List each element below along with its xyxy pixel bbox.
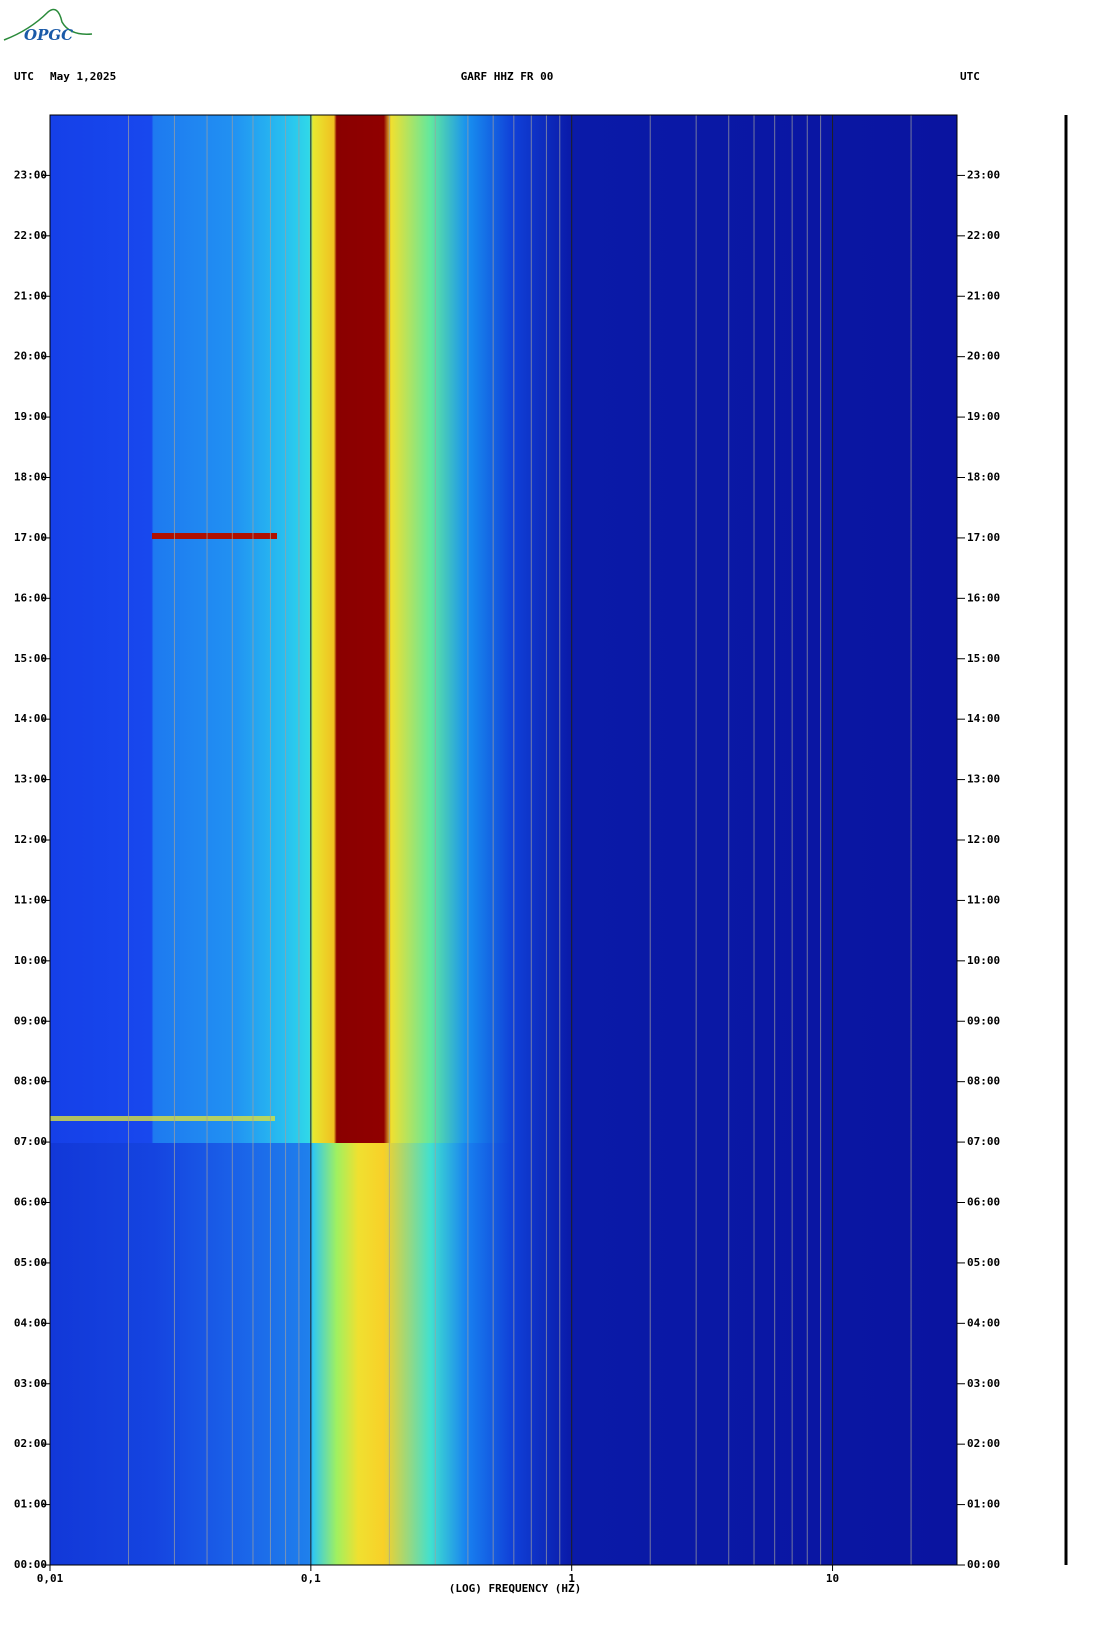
y-tick-label: 09:00 (14, 1014, 47, 1027)
y-tick-label: 23:00 (967, 168, 1000, 181)
logo-swoosh (3, 8, 93, 41)
y-tick-label: 23:00 (14, 168, 47, 181)
y-tick-label: 14:00 (967, 712, 1000, 725)
x-tick-label: 1 (568, 1572, 575, 1585)
y-tick-label: 15:00 (14, 652, 47, 665)
y-tick-label: 11:00 (14, 893, 47, 906)
plot-area (50, 115, 957, 1565)
y-tick-label: 05:00 (14, 1256, 47, 1269)
y-tick-label: 03:00 (14, 1377, 47, 1390)
y-tick-label: 21:00 (14, 289, 47, 302)
logo: OPGC (24, 26, 73, 44)
y-tick-label: 01:00 (14, 1498, 47, 1511)
y-tick-label: 02:00 (967, 1437, 1000, 1450)
y-tick-label: 18:00 (14, 471, 47, 484)
y-tick-label: 19:00 (14, 410, 47, 423)
y-tick-label: 20:00 (14, 350, 47, 363)
event-streak (152, 533, 277, 539)
y-tick-label: 11:00 (967, 893, 1000, 906)
y-tick-label: 13:00 (14, 773, 47, 786)
y-tick-label: 18:00 (967, 471, 1000, 484)
y-tick-label: 07:00 (14, 1135, 47, 1148)
y-tick-label: 10:00 (967, 954, 1000, 967)
spectrogram-upper (50, 115, 957, 1143)
event-streak (50, 1116, 275, 1121)
y-tick-label: 16:00 (14, 591, 47, 604)
y-tick-label: 10:00 (14, 954, 47, 967)
y-tick-label: 19:00 (967, 410, 1000, 423)
y-tick-label: 21:00 (967, 289, 1000, 302)
y-tick-label: 22:00 (14, 229, 47, 242)
y-tick-label: 20:00 (967, 350, 1000, 363)
x-tick-label: 0,1 (301, 1572, 321, 1585)
chart-title: GARF HHZ FR 00 (461, 70, 554, 83)
y-tick-label: 12:00 (14, 833, 47, 846)
y-tick-label: 15:00 (967, 652, 1000, 665)
date: May 1,2025 (50, 70, 116, 83)
y-tick-label: 05:00 (967, 1256, 1000, 1269)
time-zone: UTC (960, 70, 980, 83)
y-tick-label: 04:00 (967, 1316, 1000, 1329)
y-tick-label: 04:00 (14, 1316, 47, 1329)
y-tick-label: 07:00 (967, 1135, 1000, 1148)
y-tick-label: 12:00 (967, 833, 1000, 846)
spectrogram-lower (50, 1143, 957, 1565)
plot-frame (49, 114, 958, 1566)
x-axis-label: (LOG) FREQUENCY (HZ) (449, 1582, 581, 1595)
y-tick-label: 06:00 (14, 1196, 47, 1209)
y-tick-label: 01:00 (967, 1498, 1000, 1511)
y-tick-label: 16:00 (967, 591, 1000, 604)
y-tick-label: 22:00 (967, 229, 1000, 242)
time-zone: UTC (14, 70, 34, 83)
y-tick-label: 02:00 (14, 1437, 47, 1450)
y-tick-label: 00:00 (14, 1558, 47, 1571)
x-tick-label: 10 (826, 1572, 839, 1585)
x-tick-label: 0,01 (37, 1572, 64, 1585)
y-tick-label: 08:00 (967, 1075, 1000, 1088)
y-tick-label: 17:00 (967, 531, 1000, 544)
y-tick-label: 03:00 (967, 1377, 1000, 1390)
y-tick-label: 17:00 (14, 531, 47, 544)
y-tick-label: 09:00 (967, 1014, 1000, 1027)
y-tick-label: 14:00 (14, 712, 47, 725)
y-tick-label: 08:00 (14, 1075, 47, 1088)
y-tick-label: 06:00 (967, 1196, 1000, 1209)
y-tick-label: 13:00 (967, 773, 1000, 786)
y-tick-label: 00:00 (967, 1558, 1000, 1571)
